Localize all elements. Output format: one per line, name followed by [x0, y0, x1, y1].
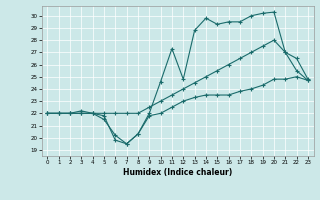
X-axis label: Humidex (Indice chaleur): Humidex (Indice chaleur)	[123, 168, 232, 177]
